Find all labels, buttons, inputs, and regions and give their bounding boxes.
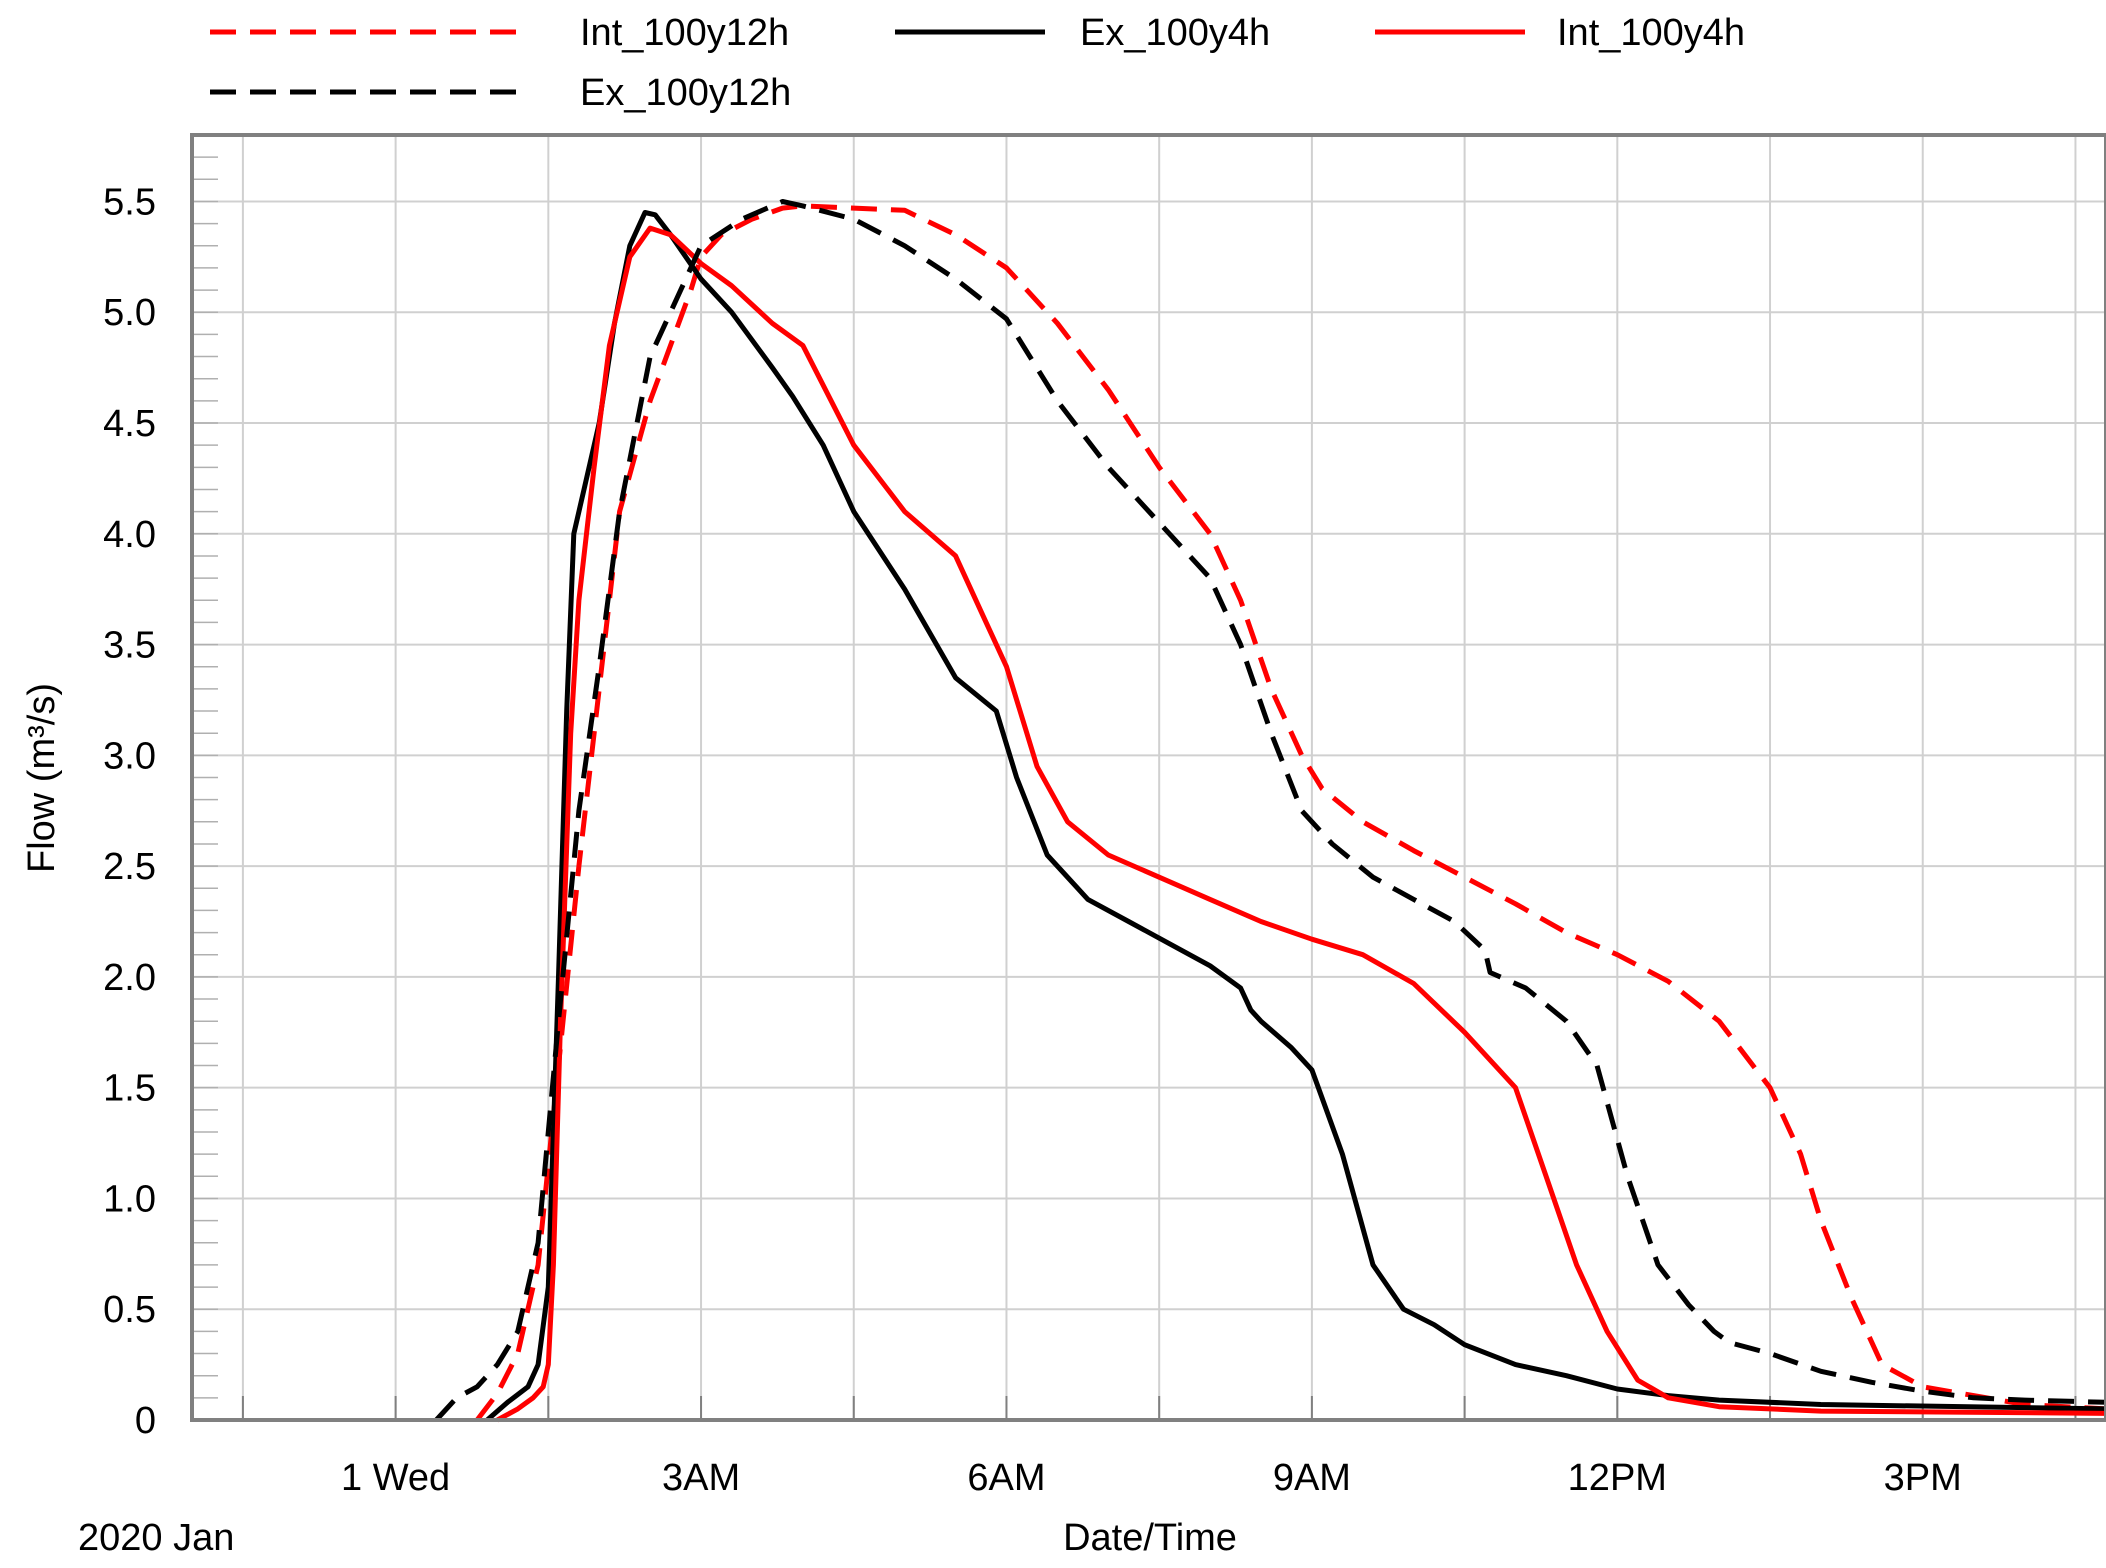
legend-label: Int_100y4h (1557, 12, 1745, 54)
y-axis-ticks: 0 0.5 1.0 1.5 2.0 2.5 3.0 3.5 4.0 4.5 5.0 5.5 (103, 181, 156, 1442)
x-tick-label: 12PM (1568, 1457, 1667, 1499)
y-tick-label: 0 (135, 1400, 156, 1442)
x-tick-label: 3AM (662, 1457, 740, 1499)
series-line-int-100y12h (475, 203, 2106, 1422)
y-tick-label: 5.0 (103, 292, 156, 334)
plot-frame (190, 133, 2106, 1422)
legend-label: Ex_100y12h (580, 72, 791, 114)
y-tick-label: 0.5 (103, 1289, 156, 1331)
y-tick-label: 1.5 (103, 1068, 156, 1110)
x-axis-label: Date/Time (1063, 1517, 1237, 1559)
x-tick-label: 9AM (1273, 1457, 1351, 1499)
y-tick-label: 4.0 (103, 514, 156, 556)
legend-item: Ex_100y4h (895, 12, 1270, 54)
legend-label: Ex_100y4h (1080, 12, 1270, 54)
legend-item: Ex_100y12h (210, 72, 791, 114)
series-line-ex-100y12h (434, 199, 2106, 1422)
legend: Int_100y12h Ex_100y4h Int_100y4h Ex_100y12h (210, 12, 1745, 114)
minor-ticks (192, 134, 2077, 1420)
y-tick-label: 3.5 (103, 625, 156, 667)
grid (192, 135, 2106, 1420)
y-tick-label: 4.5 (103, 403, 156, 445)
legend-label: Int_100y12h (580, 12, 789, 54)
x-tick-label: 3PM (1884, 1457, 1962, 1499)
series-line-ex-100y4h (485, 210, 2106, 1422)
x-tick-label: 6AM (967, 1457, 1045, 1499)
y-tick-label: 2.5 (103, 846, 156, 888)
y-tick-label: 1.0 (103, 1178, 156, 1220)
legend-item: Int_100y12h (210, 12, 789, 54)
series-lines (434, 199, 2106, 1423)
x-tick-label: 1 Wed (341, 1457, 450, 1499)
series-line-int-100y4h (496, 225, 2106, 1423)
legend-item: Int_100y4h (1375, 12, 1745, 54)
y-tick-label: 3.0 (103, 735, 156, 777)
y-tick-label: 2.0 (103, 957, 156, 999)
y-axis-label: Flow (m³/s) (21, 683, 63, 873)
date-label: 2020 Jan (78, 1517, 234, 1559)
y-tick-label: 5.5 (103, 181, 156, 223)
x-axis-ticks: 1 Wed 3AM 6AM 9AM 12PM 3PM (341, 1457, 1962, 1499)
